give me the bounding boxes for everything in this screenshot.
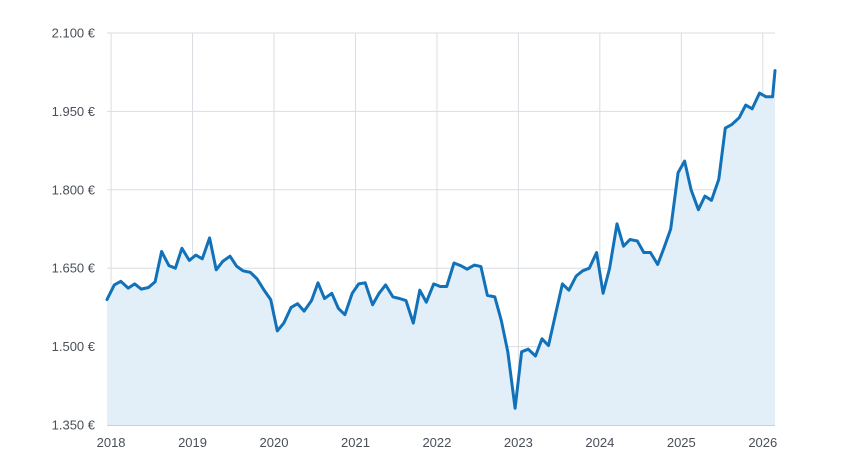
line-layer <box>105 69 777 410</box>
x-tick-label: 2024 <box>585 435 614 450</box>
y-tick-label: 1.950 € <box>52 104 96 119</box>
x-tick-label: 2020 <box>260 435 289 450</box>
y-tick-label: 1.650 € <box>52 261 96 276</box>
y-tick-label: 1.800 € <box>52 182 96 197</box>
axis-layer: 1.350 € 1.500 € 1.650 € 1.800 € 1.950 € 2.100… <box>52 26 778 451</box>
y-tick-label: 1.350 € <box>52 418 96 433</box>
x-tick-label: 2023 <box>504 435 533 450</box>
x-tick-label: 2026 <box>748 435 777 450</box>
y-tick-label: 2.100 € <box>52 26 96 41</box>
x-tick-label: 2018 <box>97 435 126 450</box>
x-tick-label: 2019 <box>178 435 207 450</box>
y-tick-label: 1.500 € <box>52 339 96 354</box>
series-area <box>107 70 775 425</box>
series-line <box>105 69 777 410</box>
x-tick-label: 2022 <box>422 435 451 450</box>
x-tick-label: 2021 <box>341 435 370 450</box>
x-tick-label: 2025 <box>667 435 696 450</box>
area-layer <box>107 70 775 425</box>
